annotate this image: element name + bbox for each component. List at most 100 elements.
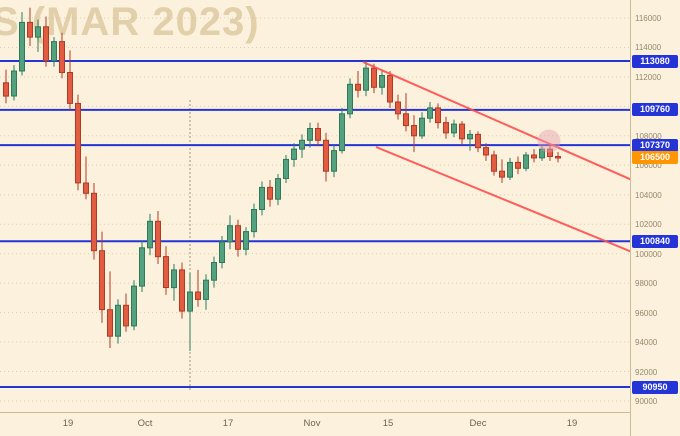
time-tick-label: Dec [469,418,487,429]
price-tick-label: 108000 [635,131,662,141]
candle-body [299,139,305,150]
price-tick-label: 114000 [635,43,662,53]
time-tick-label: 17 [222,418,234,429]
price-tick-label: 94000 [635,338,658,348]
candle-body [507,161,513,178]
candle-body [267,186,273,200]
candle-body [195,291,201,300]
candle-body [331,150,337,172]
candle-body [347,83,353,115]
candle-body [539,148,545,159]
candle-body [147,220,153,249]
candle-body [531,154,537,159]
candle-body [91,192,97,252]
candle-body [155,220,161,258]
price-level-badge: 100840 [632,234,678,248]
trendline[interactable] [375,146,630,253]
candle-body [27,21,33,38]
candle-body [555,156,561,159]
candle-body [235,225,241,250]
candle-body [187,291,193,312]
candle-body [363,67,369,91]
candle-body [523,154,529,169]
time-tick-label: 15 [382,418,394,429]
price-tick-label: 116000 [635,14,662,23]
candle-body [315,128,321,141]
last-price-badge: 106500 [632,151,678,165]
candle-body [291,148,297,160]
price-level-badge: 109760 [632,103,678,117]
candle-body [443,122,449,134]
time-tick-label: Nov [303,418,321,429]
candle-body [171,269,177,289]
price-axis[interactable]: 1160001140001120001100001080001060001040… [630,0,680,436]
candle-body [403,113,409,127]
candle-body [19,21,25,72]
trendline[interactable] [362,61,630,181]
candle-body [371,67,377,88]
candle-body [83,182,89,194]
candle-body [483,147,489,156]
candle-body [123,304,129,327]
candle-body [283,158,289,179]
price-level-badge: 113080 [632,54,678,68]
candle-body [51,41,57,62]
candle-body [275,178,281,200]
candle-body [547,148,553,158]
candle-body [11,70,17,97]
price-tick-label: 98000 [635,279,658,289]
candle-body [115,304,121,337]
candle-body [99,250,105,311]
candle-body [131,285,137,327]
candle-body [179,269,185,312]
candle-body [427,107,433,119]
highlight-circle[interactable] [537,129,561,153]
time-tick-label: Oct [137,418,153,429]
candle-body [379,75,385,88]
candle-body [259,186,265,210]
candle-body [355,83,361,91]
time-tick-label: 19 [566,418,578,429]
candle-body [251,209,257,233]
candle-body [243,231,249,250]
candle-body [163,256,169,289]
candle-body [459,123,465,140]
candle-body [203,279,209,300]
candle-body [219,241,225,263]
price-tick-label: 100000 [635,249,662,259]
candle-body [411,125,417,137]
candle-body [491,154,497,172]
time-axis[interactable]: 19 Oct 17 Nov 15 Dec 19 [0,412,630,436]
candle-body [515,161,521,169]
candle-body [75,102,81,184]
candle-body [43,26,49,62]
candle-body [435,107,441,124]
price-level-badge: 90950 [632,380,678,394]
candle-body [475,133,481,149]
candle-body [339,113,345,152]
candle-body [467,133,473,140]
price-tick-label: 90000 [635,397,658,406]
candle-body [387,75,393,103]
price-tick-label: 104000 [635,190,662,200]
price-level-badge: 107370 [632,138,678,152]
price-tick-label: 106000 [635,161,662,171]
candle-body [395,101,401,115]
candle-body [35,26,41,38]
candle-body [307,128,313,141]
candle-body [3,82,9,97]
time-tick-label: 19 [62,418,74,429]
candle-body [419,117,425,137]
candle-body [227,225,233,243]
candle-body [451,123,457,134]
price-tick-label: 96000 [635,308,658,318]
candle-body [499,170,505,178]
candle-body [67,72,73,104]
price-tick-label: 92000 [635,367,658,377]
price-tick-label: 102000 [635,220,662,230]
candle-body [211,262,217,281]
candlestick-chart[interactable] [0,0,630,436]
candle-body [139,247,145,287]
candle-body [107,309,113,337]
